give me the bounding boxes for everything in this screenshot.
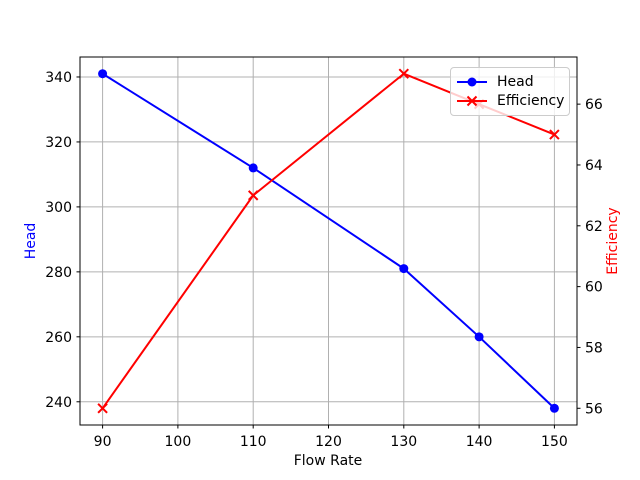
efficiency-series-marker xyxy=(97,403,108,414)
efficiency-series-marker xyxy=(549,129,560,140)
legend-label-efficiency: Efficiency xyxy=(497,93,565,109)
x-tick-label: 120 xyxy=(315,434,342,450)
efficiency-line-sample-icon xyxy=(457,95,487,107)
y-left-tick-label: 240 xyxy=(45,395,72,411)
y-right-tick-label: 60 xyxy=(585,280,603,296)
head-series-marker xyxy=(549,403,559,413)
y-left-tick-label: 340 xyxy=(45,70,72,86)
head-series xyxy=(98,69,559,413)
y-right-tick-label: 58 xyxy=(585,340,603,356)
y-right-tick-label: 64 xyxy=(585,158,603,174)
head-series-marker xyxy=(98,69,108,79)
efficiency-series-marker xyxy=(247,190,259,201)
legend-sample-marker xyxy=(466,95,478,107)
y-left-tick-label: 260 xyxy=(45,330,72,346)
head-series-marker xyxy=(248,163,258,173)
legend-sample-marker xyxy=(467,77,477,87)
head-line-sample-icon xyxy=(457,77,487,87)
x-tick-label: 130 xyxy=(390,434,417,450)
y-right-tick-label: 56 xyxy=(585,401,603,417)
legend-label-head: Head xyxy=(497,74,534,90)
legend-item-efficiency: Efficiency xyxy=(457,92,565,110)
x-tick-label: 150 xyxy=(541,434,568,450)
legend: Head Efficiency xyxy=(450,67,570,116)
x-tick-label: 90 xyxy=(94,434,112,450)
x-tick-label: 140 xyxy=(466,434,493,450)
x-tick-label: 110 xyxy=(240,434,267,450)
legend-item-head: Head xyxy=(457,73,563,91)
y-left-tick-label: 300 xyxy=(45,200,72,216)
x-tick-label: 100 xyxy=(165,434,192,450)
y-left-tick-label: 320 xyxy=(45,135,72,151)
head-series-marker xyxy=(399,264,409,274)
y-right-tick-label: 62 xyxy=(585,219,603,235)
y-left-tick-label: 280 xyxy=(45,265,72,281)
head-series-marker xyxy=(474,332,484,342)
efficiency-series-marker xyxy=(398,68,410,79)
y-right-tick-label: 66 xyxy=(585,97,603,113)
